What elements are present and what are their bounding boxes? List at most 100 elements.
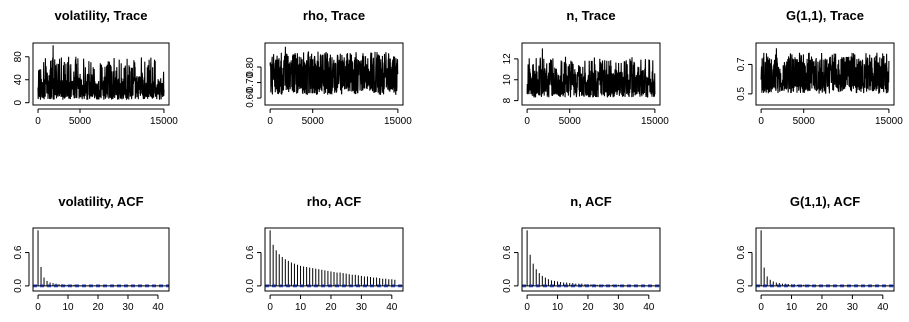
plot-frame [264, 227, 404, 292]
x-tick-label: 15000 [875, 116, 903, 127]
panel-title: volatility, ACF [58, 194, 143, 209]
x-tick-label: 15000 [384, 116, 412, 127]
y-axis: 0.0 0.6 [245, 245, 262, 293]
x-tick-label: 30 [122, 302, 134, 313]
x-tick-label: 10 [62, 302, 74, 313]
x-tick-label: 20 [582, 302, 594, 313]
acf-bars [37, 230, 162, 286]
x-tick-label: 5000 [302, 116, 325, 127]
x-axis: 0 10 20 30 40 [35, 294, 164, 313]
panel-title: volatility, Trace [55, 8, 148, 23]
acf-bars [269, 230, 396, 286]
y-tick-label: 8 [502, 97, 513, 103]
x-tick-label: 5000 [559, 116, 582, 127]
y-tick-label: 0.6 [245, 245, 256, 259]
y-tick-label: 0 [13, 99, 24, 105]
x-axis: 0 5000 15000 [35, 108, 178, 127]
x-tick-label: 0 [758, 116, 764, 127]
panel-n-acf: n, ACF 0 10 20 30 40 0.0 0.6 [502, 194, 661, 313]
y-tick-label: 0.6 [736, 245, 747, 259]
acf-bars [760, 230, 887, 286]
plot-frame [32, 42, 170, 106]
x-tick-label: 20 [816, 302, 828, 313]
x-axis: 0 5000 15000 [267, 108, 412, 127]
x-tick-label: 30 [356, 302, 368, 313]
x-tick-label: 10 [295, 302, 307, 313]
y-tick-label: 0.0 [245, 279, 256, 293]
x-tick-label: 15000 [150, 116, 178, 127]
panel-title: rho, Trace [303, 8, 365, 23]
y-axis: 0.0 0.6 [736, 245, 753, 293]
plot-frame [521, 227, 661, 292]
y-axis: 0.0 0.6 [502, 245, 519, 293]
trace-line [37, 45, 165, 100]
x-tick-label: 0 [35, 116, 41, 127]
x-tick-label: 10 [786, 302, 798, 313]
y-tick-label: 0.6 [13, 245, 24, 259]
x-tick-label: 40 [877, 302, 889, 313]
x-axis: 0 10 20 30 40 [758, 294, 889, 313]
y-tick-label: 0.6 [502, 245, 513, 259]
x-axis: 0 10 20 30 40 [267, 294, 398, 313]
panel-title: G(1,1), ACF [790, 194, 860, 209]
y-axis: 0.0 0.6 [13, 245, 30, 293]
y-tick-label: 0.0 [736, 279, 747, 293]
trace-line [269, 46, 399, 95]
x-tick-label: 20 [325, 302, 337, 313]
y-tick-label: 0.0 [502, 279, 513, 293]
panel-g-1-1-acf: G(1,1), ACF 0 10 20 30 40 0.0 0.6 [736, 194, 895, 313]
y-tick-label: 80 [13, 51, 24, 63]
x-tick-label: 40 [152, 302, 164, 313]
panel-volatility-trace: volatility, Trace 0 5000 15000 0 40 80 [13, 8, 178, 127]
x-tick-label: 0 [35, 302, 41, 313]
x-tick-label: 5000 [793, 116, 816, 127]
plot-frame [32, 227, 170, 292]
y-axis: 8 10 12 [502, 53, 519, 103]
x-tick-label: 15000 [641, 116, 669, 127]
x-tick-label: 0 [758, 302, 764, 313]
y-tick-label: 40 [13, 74, 24, 86]
y-tick-label: 10 [502, 74, 513, 86]
plot-frame [755, 42, 895, 106]
panel-volatility-acf: volatility, ACF 0 10 20 30 40 0.0 0.6 [13, 194, 170, 313]
x-tick-label: 30 [847, 302, 859, 313]
y-tick-label: 0.7 [736, 57, 747, 71]
y-axis: 0.5 0.7 [736, 57, 753, 101]
x-tick-label: 0 [524, 116, 530, 127]
x-tick-label: 20 [92, 302, 104, 313]
x-axis: 0 5000 15000 [758, 108, 903, 127]
y-tick-label: 0.80 [245, 57, 256, 77]
y-axis: 0.600.700.80 [245, 57, 262, 108]
panel-n-trace: n, Trace 0 5000 15000 8 10 12 [502, 8, 669, 127]
panel-title: n, ACF [570, 194, 611, 209]
x-axis: 0 10 20 30 40 [524, 294, 655, 313]
plot-frame [264, 42, 404, 106]
trace-line [526, 48, 656, 98]
acf-bars [526, 230, 653, 286]
y-tick-label: 0.5 [736, 86, 747, 100]
y-axis: 0 40 80 [13, 51, 30, 105]
y-tick-label: 12 [502, 53, 513, 65]
x-tick-label: 0 [267, 302, 273, 313]
panel-rho-trace: rho, Trace 0 5000 15000 0.600.700.80 [245, 8, 412, 127]
y-tick-label: 0.0 [13, 279, 24, 293]
panel-rho-acf: rho, ACF 0 10 20 30 40 0.0 0.6 [245, 194, 404, 313]
x-tick-label: 40 [643, 302, 655, 313]
y-tick-label: 0.60 [245, 88, 256, 108]
x-tick-label: 0 [524, 302, 530, 313]
panel-title: n, Trace [566, 8, 615, 23]
y-tick-label: 0.70 [245, 72, 256, 92]
panel-title: G(1,1), Trace [786, 8, 864, 23]
x-tick-label: 10 [552, 302, 564, 313]
panel-title: rho, ACF [307, 194, 361, 209]
plot-frame [755, 227, 895, 292]
x-tick-label: 40 [386, 302, 398, 313]
x-tick-label: 30 [613, 302, 625, 313]
x-axis: 0 5000 15000 [524, 108, 669, 127]
plot-frame [521, 42, 661, 106]
x-tick-label: 5000 [69, 116, 92, 127]
panel-g-1-1-trace: G(1,1), Trace 0 5000 15000 0.5 0.7 [736, 8, 903, 127]
x-tick-label: 0 [267, 116, 273, 127]
trace-line [760, 48, 890, 94]
